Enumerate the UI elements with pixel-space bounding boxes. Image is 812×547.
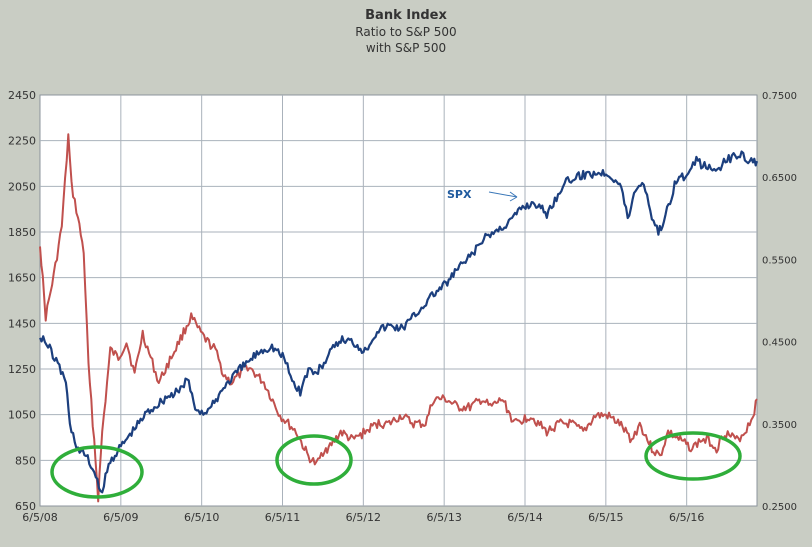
x-tick-label: 6/5/12 (346, 511, 381, 524)
ratio-series-line (39, 133, 758, 503)
highlight-circle (50, 445, 144, 499)
x-tick-label: 6/5/11 (265, 511, 300, 524)
spx-annotation-arrow-head (509, 191, 518, 202)
spx-series-line (38, 150, 759, 494)
y-left-tick-label: 850 (15, 454, 36, 467)
y-right-tick-label: 0.6500 (762, 173, 797, 184)
chart-title-block: Bank Index Ratio to S&P 500 with S&P 500 (0, 8, 812, 56)
x-tick-label: 6/5/09 (103, 511, 138, 524)
chart-subtitle-1: Ratio to S&P 500 (355, 25, 457, 39)
chart-subtitle-2: with S&P 500 (365, 41, 447, 55)
x-tick-label: 6/5/16 (669, 511, 704, 524)
plot-area (39, 94, 758, 507)
y-left-tick-label: 1650 (8, 272, 36, 285)
y-left-tick-label: 1250 (8, 363, 36, 376)
y-left-tick-label: 2050 (8, 180, 36, 193)
y-left-tick-label: 1850 (8, 226, 36, 239)
y-right-tick-label: 0.4500 (762, 338, 797, 349)
x-tick-label: 6/5/13 (426, 511, 461, 524)
y-left-tick-label: 1450 (8, 317, 36, 330)
x-tick-label: 6/5/14 (507, 511, 542, 524)
y-right-tick-label: 0.2500 (762, 502, 797, 513)
y-right-tick-label: 0.5500 (762, 255, 797, 266)
x-tick-label: 6/5/10 (184, 511, 219, 524)
y-right-tick-label: 0.7500 (762, 91, 797, 102)
x-tick-label: 6/5/08 (22, 511, 57, 524)
highlight-circle (275, 434, 353, 486)
highlight-circle (644, 431, 742, 481)
y-right-tick-label: 0.3500 (762, 420, 797, 431)
y-left-tick-label: 2450 (8, 89, 36, 102)
chart-title: Bank Index (365, 8, 447, 23)
spx-annotation-label: SPX (447, 188, 472, 201)
y-left-tick-label: 650 (15, 500, 36, 513)
spx-annotation-arrow-shaft (488, 191, 518, 198)
y-left-tick-label: 1050 (8, 409, 36, 422)
y-left-tick-label: 2250 (8, 135, 36, 148)
x-tick-label: 6/5/15 (588, 511, 623, 524)
